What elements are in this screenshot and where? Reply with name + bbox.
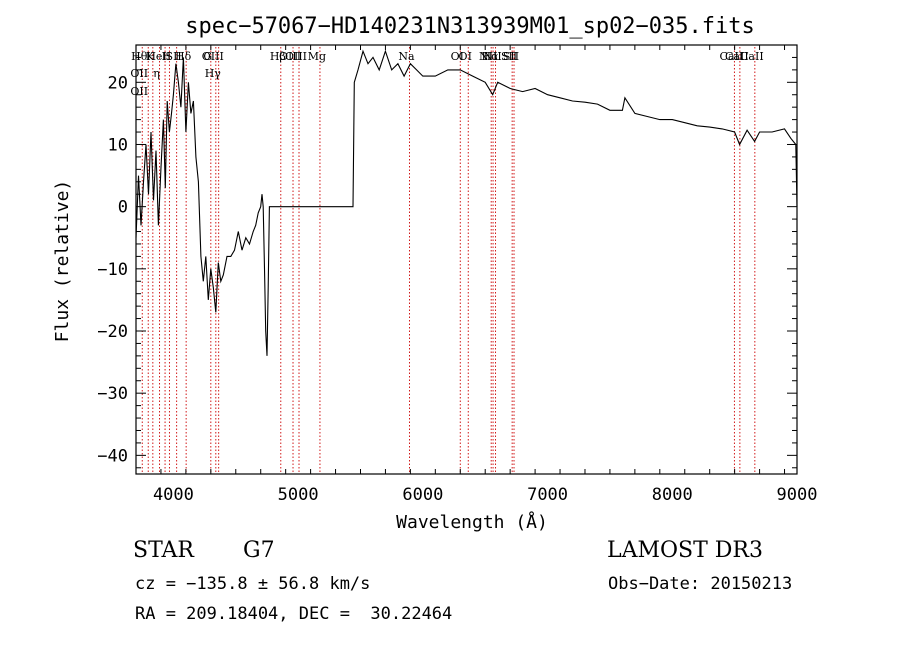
chart-title: spec−57067−HD140231N313939M01_sp02−035.f… <box>185 14 755 39</box>
x-tick-label: 5000 <box>278 485 319 505</box>
line-marker-label: NII <box>479 50 497 63</box>
line-marker-label: SII <box>501 50 517 63</box>
line-marker-label: HeI <box>146 50 166 63</box>
line-marker-label: η <box>153 67 160 80</box>
line-marker-label: NII <box>483 50 501 63</box>
radial-velocity: cz = −135.8 ± 56.8 km/s <box>135 574 371 594</box>
line-marker-label: OIII <box>285 50 307 63</box>
line-marker-label: OIII <box>202 50 224 63</box>
line-marker-label: CaII <box>740 50 764 63</box>
emission-line-markers <box>141 47 756 474</box>
line-marker-label: CaII <box>720 50 744 63</box>
x-axis-label: Wavelength (Å) <box>396 511 548 533</box>
y-axis-label: Flux (relative) <box>52 180 73 343</box>
object-class: STAR <box>133 538 194 563</box>
x-tick-label: 4000 <box>153 485 194 505</box>
spectrum-chart: spec−57067−HD140231N313939M01_sp02−035.f… <box>52 14 818 533</box>
sky-coordinates: RA = 209.18404, DEC = 30.22464 <box>135 604 453 624</box>
spectral-subclass: G7 <box>243 538 275 563</box>
x-tick-label: 9000 <box>777 485 818 505</box>
line-marker-label: OI <box>459 50 472 63</box>
line-marker-label: OII <box>130 67 148 80</box>
plot-frame <box>135 44 798 475</box>
y-tick-label: 20 <box>108 73 128 93</box>
line-marker-label: Hθ <box>131 50 148 63</box>
line-marker-label: CaII <box>725 50 749 63</box>
observation-date: Obs−Date: 20150213 <box>608 574 793 594</box>
line-marker-label: OII <box>130 85 148 98</box>
x-tick-label: 6000 <box>402 485 443 505</box>
y-tick-label: 10 <box>108 135 128 155</box>
line-marker-label: Hδ <box>175 50 192 63</box>
line-marker-label: OI <box>451 50 464 63</box>
line-marker-label: G <box>203 50 212 63</box>
y-axis: −40 −30 −20 −10 0 10 20 <box>97 44 797 469</box>
y-tick-label: −40 <box>97 446 128 466</box>
x-axis: 4000 5000 6000 7000 8000 9000 <box>135 45 818 505</box>
line-marker-label: SII <box>503 50 519 63</box>
line-marker-label: K <box>146 50 155 63</box>
spectrum-line <box>135 49 798 356</box>
y-tick-label: −10 <box>97 260 128 280</box>
line-marker-label: H <box>162 50 172 63</box>
y-tick-label: −30 <box>97 384 128 404</box>
line-marker-label: OIII <box>279 50 301 63</box>
x-tick-label: 8000 <box>652 485 693 505</box>
line-marker-label: Hα <box>482 50 500 63</box>
x-tick-label: 7000 <box>527 485 568 505</box>
line-marker-label: Hγ <box>205 67 222 80</box>
line-marker-label: Na <box>398 50 415 63</box>
line-marker-label: Mg <box>308 50 326 63</box>
y-tick-label: −20 <box>97 322 128 342</box>
survey-name: LAMOST DR3 <box>607 538 763 563</box>
line-marker-label: SII <box>166 50 182 63</box>
line-marker-label: Hβ <box>270 50 286 63</box>
y-tick-label: 0 <box>118 198 128 218</box>
